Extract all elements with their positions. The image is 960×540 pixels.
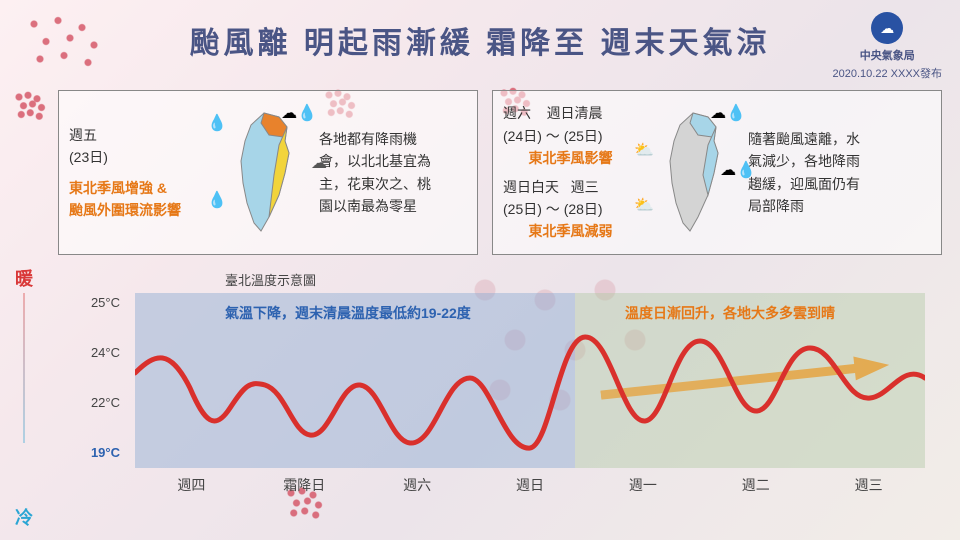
tilde: ～ <box>546 201 560 217</box>
condition-line: 東北季風影響 <box>503 147 638 169</box>
x-tick: 週三 <box>812 475 925 495</box>
panel-right-desc: 隨著颱風遠離，水氣減少，各地降雨趨緩，迎風面仍有局部降雨 <box>748 128 863 218</box>
decoration-corn <box>10 90 55 125</box>
panel-right-periods: 週六 週日清晨 (24日) ～ (25日) 東北季風影響 週日白天 週三 (25… <box>503 102 638 242</box>
logo-area: ☁ 中央氣象局 2020.10.22 XXXX發布 <box>833 12 942 81</box>
chart-title: 臺北溫度示意圖 <box>225 270 316 289</box>
rain-cloud-icon: ☁💧 <box>720 160 756 180</box>
day-label: 週三 <box>571 179 599 195</box>
y-tick: 22°C <box>91 395 120 410</box>
temperature-chart: 臺北溫度示意圖 暖 冷 25°C 24°C 22°C 19°C 氣溫下降，週末清… <box>70 275 930 525</box>
tilde: ～ <box>546 128 560 144</box>
rain-cloud-icon: ☁💧 <box>281 103 317 123</box>
heavy-cloud-icon: ☁ <box>311 153 327 173</box>
condition-line: 颱風外圍環流影響 <box>69 199 209 221</box>
day-label: 週日清晨 <box>547 105 603 121</box>
condition-line: 東北季風增強 & <box>69 177 209 199</box>
temp-gradient-icon <box>23 293 25 443</box>
taiwan-map-weekend: ☁💧 ☁💧 ⛅ ⛅ <box>648 105 738 240</box>
y-tick-emphasis: 19°C <box>91 445 120 460</box>
x-tick: 週六 <box>361 475 474 495</box>
panel-left-period: 週五 (23日) 東北季風增強 & 颱風外圍環流影響 <box>69 124 209 222</box>
date-label: (24日) <box>503 128 542 144</box>
x-tick: 霜降日 <box>248 475 361 495</box>
y-label-warm: 暖 <box>15 265 33 291</box>
day-label: 週五 <box>69 127 97 143</box>
cwb-logo-icon: ☁ <box>871 12 903 44</box>
forecast-panel-weekend: 週六 週日清晨 (24日) ～ (25日) 東北季風影響 週日白天 週三 (25… <box>492 90 942 255</box>
day-label: 週日白天 <box>503 179 559 195</box>
sun-cloud-icon: ⛅ <box>634 195 654 215</box>
taiwan-map-friday: ☁💧 ☁ 💧 💧 <box>219 105 309 240</box>
y-tick: 25°C <box>91 295 120 310</box>
sun-cloud-icon: ⛅ <box>634 140 654 160</box>
panel-left-desc: 各地都有降雨機會，以北北基宜為主，花東次之、桃園以南最為零星 <box>319 128 434 218</box>
date-label: (28日) <box>564 201 603 217</box>
condition-line: 東北季風減弱 <box>503 220 638 242</box>
x-tick: 週二 <box>699 475 812 495</box>
y-label-cold: 冷 <box>15 504 33 530</box>
publish-date: 2020.10.22 XXXX發布 <box>833 65 942 81</box>
day-label: 週六 <box>503 105 531 121</box>
x-tick: 週一 <box>586 475 699 495</box>
x-tick: 週四 <box>135 475 248 495</box>
org-name: 中央氣象局 <box>833 47 942 63</box>
x-tick: 週日 <box>474 475 587 495</box>
date-label: (23日) <box>69 149 108 165</box>
rain-icon: 💧 <box>207 190 227 210</box>
y-tick: 24°C <box>91 345 120 360</box>
x-axis: 週四 霜降日 週六 週日 週一 週二 週三 <box>135 475 925 495</box>
temperature-line <box>135 293 925 468</box>
rain-icon: 💧 <box>207 113 227 133</box>
forecast-panel-friday: 週五 (23日) 東北季風增強 & 颱風外圍環流影響 ☁💧 ☁ 💧 💧 各地都有… <box>58 90 478 255</box>
date-label: (25日) <box>503 201 542 217</box>
page-title: 颱風離 明起雨漸緩 霜降至 週末天氣涼 <box>0 18 960 62</box>
header: 颱風離 明起雨漸緩 霜降至 週末天氣涼 <box>0 18 960 62</box>
rain-cloud-icon: ☁💧 <box>710 103 746 123</box>
date-label: (25日) <box>564 128 603 144</box>
